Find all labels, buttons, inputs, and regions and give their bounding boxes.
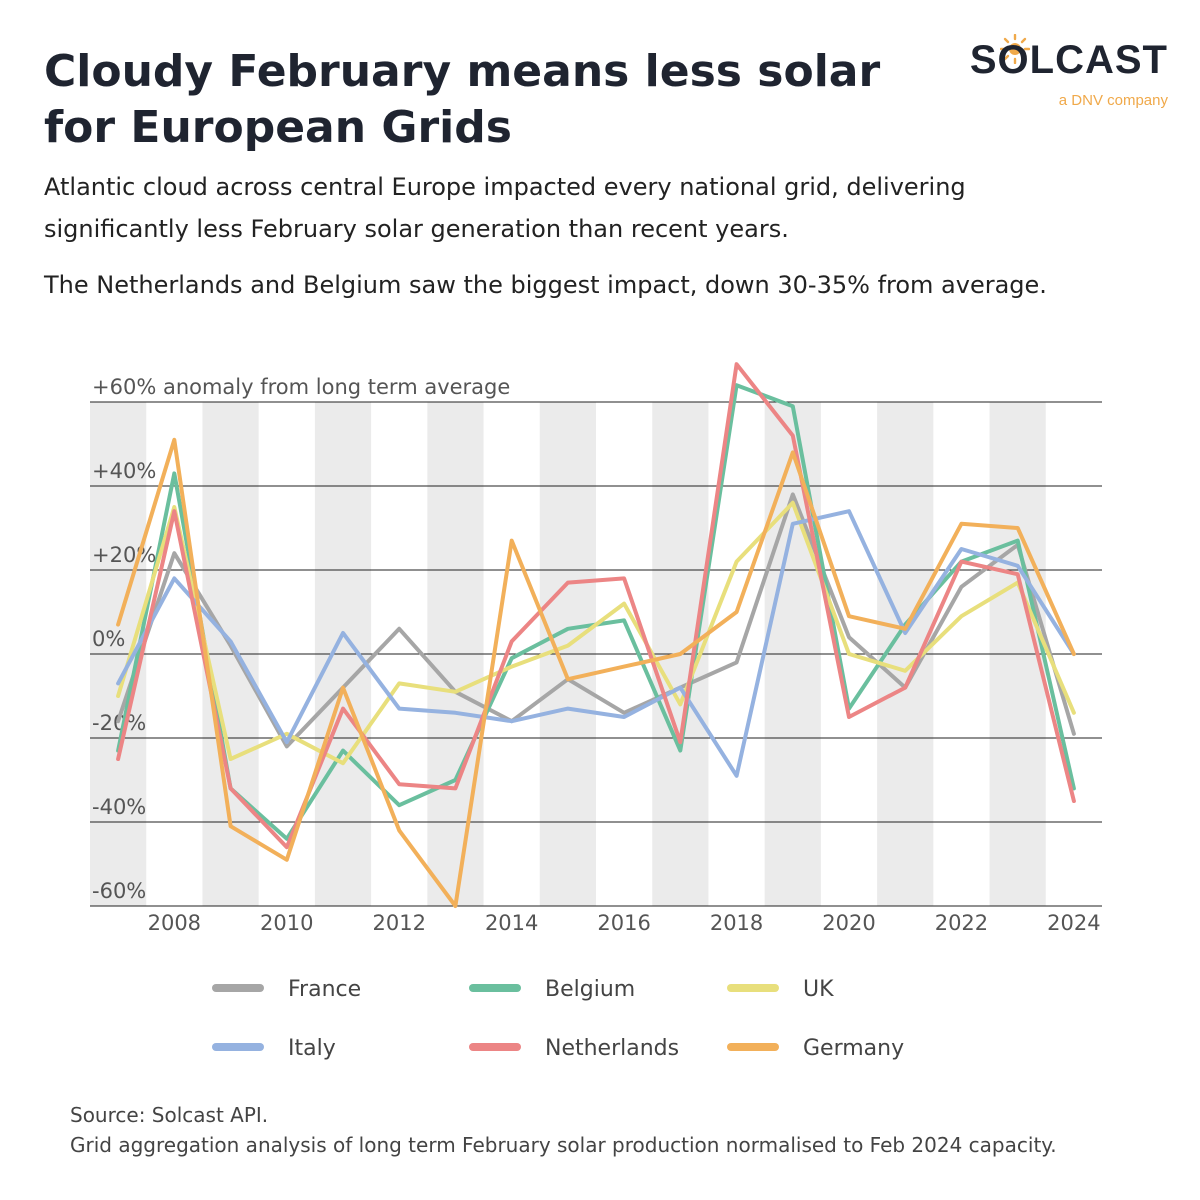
x-tick-label-2014: 2014: [485, 911, 538, 935]
gridlines: [90, 401, 1102, 907]
legend-label-germany: Germany: [803, 1036, 904, 1061]
x-tick-label-2016: 2016: [597, 911, 650, 935]
line-chart: +60% anomaly from long term average +40% +…: [90, 362, 1102, 1061]
y-tick-label-1: +40%: [92, 459, 156, 483]
chart-title: Cloudy February means less solar for Eur…: [44, 46, 881, 153]
legend-label-france: France: [288, 977, 361, 1002]
y-tick-label-5: -40%: [92, 795, 146, 819]
series-lines: [116, 362, 1076, 908]
legend-label-uk: UK: [803, 977, 834, 1002]
methodology-line: Grid aggregation analysis of long term F…: [70, 1133, 1057, 1157]
legend-label-italy: Italy: [288, 1036, 336, 1061]
y-tick-label-6: -60%: [92, 879, 146, 903]
chart-subtitle: Atlantic cloud across central Europe imp…: [44, 173, 966, 243]
x-tick-label-2022: 2022: [935, 911, 988, 935]
legend-label-netherlands: Netherlands: [545, 1036, 679, 1061]
legend-label-belgium: Belgium: [545, 977, 635, 1002]
sun-icon: [1000, 34, 1030, 64]
x-tick-label-2024: 2024: [1047, 911, 1100, 935]
x-tick-label-2018: 2018: [710, 911, 763, 935]
logo-wordmark: SOLCAST: [969, 38, 1168, 82]
chart-subtitle-emphasis: The Netherlands and Belgium saw the bigg…: [44, 271, 1047, 299]
legend: France Belgium UK Italy Netherlands Germany: [212, 977, 904, 1061]
series-line-netherlands: [116, 362, 1076, 850]
solcast-logo: SOLCAST a DNV company: [968, 34, 1168, 118]
x-tick-label-2010: 2010: [260, 911, 313, 935]
series-line-germany: [116, 437, 1076, 908]
y-tick-label-2: +20%: [92, 543, 156, 567]
y-tick-label-0: +60% anomaly from long term average: [92, 375, 510, 399]
y-axis-tick-labels: +60% anomaly from long term average +40% +…: [92, 375, 510, 903]
y-tick-label-3: 0%: [92, 627, 125, 651]
series-line-italy: [116, 509, 1076, 778]
source-note: Source: Solcast API. Grid aggregation an…: [70, 1100, 1057, 1160]
x-axis-tick-labels: 2008 2010 2012 2014 2016 2018 2020 2022 2024: [148, 911, 1101, 935]
source-line: Source: Solcast API.: [70, 1103, 269, 1127]
x-tick-label-2012: 2012: [372, 911, 425, 935]
logo-tagline: a DNV company: [1058, 92, 1168, 109]
x-tick-label-2008: 2008: [148, 911, 201, 935]
x-tick-label-2020: 2020: [822, 911, 875, 935]
